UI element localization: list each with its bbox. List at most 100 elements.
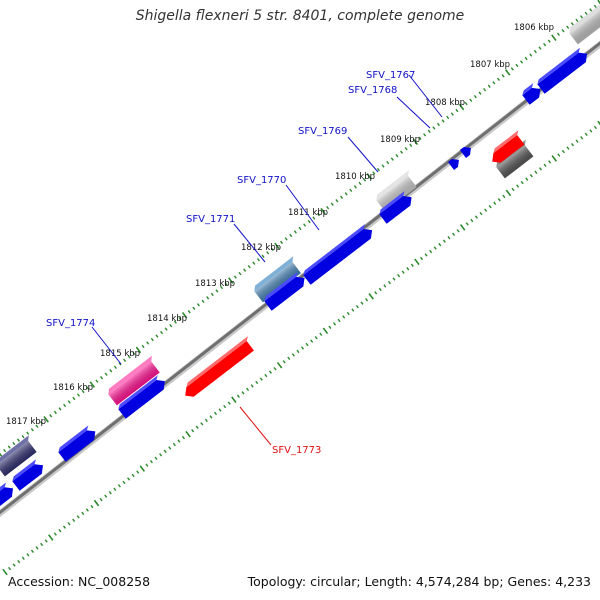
- gene-arrow-blue-1817[interactable]: [11, 458, 47, 491]
- outer-tick-minor: [312, 216, 316, 220]
- label-sfv-1770[interactable]: SFV_1770: [237, 175, 286, 186]
- outer-tick-minor: [575, 18, 579, 23]
- outer-tick-minor: [446, 115, 450, 120]
- outer-tick-minor: [423, 133, 427, 137]
- scale-label-1811: 1811 kbp: [288, 208, 328, 218]
- inner-tick-minor: [236, 394, 240, 398]
- outer-tick-minor: [432, 126, 436, 130]
- inner-tick-minor: [305, 342, 309, 347]
- label-sfv-1774[interactable]: SFV_1774: [46, 318, 95, 329]
- inner-tick-major: [459, 224, 466, 231]
- inner-tick-minor: [154, 456, 158, 460]
- scale-label-1815: 1815 kbp: [100, 349, 140, 359]
- gene-arrow-sfv-1773[interactable]: [180, 336, 257, 400]
- inner-tick-major: [597, 120, 600, 126]
- label-sfv-1771[interactable]: SFV_1771: [186, 214, 235, 225]
- gene-arrow-blue-2[interactable]: [536, 47, 591, 94]
- inner-tick-major: [139, 465, 146, 472]
- inner-tick-minor: [159, 453, 163, 457]
- label-sfv-1769[interactable]: SFV_1769: [298, 126, 347, 137]
- outer-tick-minor: [76, 393, 80, 397]
- gene-arrow-blue-1810[interactable]: [378, 190, 416, 224]
- outer-tick-minor: [155, 334, 159, 338]
- inner-tick-minor: [319, 332, 323, 336]
- inner-tick-minor: [149, 460, 153, 464]
- inner-tick-minor: [214, 411, 218, 416]
- inner-tick-minor: [465, 222, 469, 226]
- inner-tick-major: [93, 499, 100, 507]
- label-sfv-1767[interactable]: SFV_1767: [366, 70, 415, 81]
- gene-arrow-blue-1815[interactable]: [117, 374, 169, 419]
- outer-tick-minor: [40, 421, 44, 425]
- scale-label-1812: 1812 kbp: [241, 243, 281, 253]
- inner-tick-minor: [145, 463, 149, 467]
- inner-tick-minor: [520, 180, 524, 185]
- gene-block-sfv-1771[interactable]: [252, 256, 304, 303]
- outer-tick-minor: [340, 195, 344, 199]
- gene-arrow-blue-1816[interactable]: [57, 424, 99, 462]
- outer-tick-minor: [63, 403, 67, 408]
- outer-tick-minor: [390, 157, 394, 161]
- outer-tick-minor: [160, 330, 164, 335]
- outer-tick-minor: [49, 414, 53, 418]
- outer-tick-minor: [353, 185, 357, 189]
- inner-tick-minor: [442, 239, 446, 243]
- inner-tick-minor: [163, 449, 167, 454]
- accession-text: Accession: NC_008258: [8, 574, 151, 589]
- gene-block-navy-left[interactable]: [0, 435, 40, 477]
- inner-tick-minor: [62, 525, 67, 529]
- gene-arrow-blue-edge[interactable]: [0, 481, 17, 508]
- outer-tick-major: [366, 173, 372, 180]
- outer-tick-minor: [26, 431, 30, 435]
- inner-tick-minor: [40, 542, 44, 547]
- gene-block-sfv-1774[interactable]: [106, 355, 163, 406]
- outer-tick-minor: [372, 171, 376, 175]
- gene-arrow-sfv-1768[interactable]: [447, 156, 462, 170]
- gene-arrow-sfv-1767[interactable]: [459, 144, 474, 158]
- outer-tick-minor: [141, 344, 145, 349]
- inner-tick-minor: [172, 442, 176, 447]
- label-sfv-1773[interactable]: SFV_1773: [272, 445, 321, 456]
- outer-tick-minor: [404, 147, 408, 151]
- gene-arrow-blue-1[interactable]: [521, 82, 544, 105]
- outer-tick-minor: [224, 282, 228, 286]
- inner-tick-minor: [406, 267, 410, 271]
- outer-tick-minor: [169, 323, 173, 328]
- inner-tick-minor: [360, 301, 364, 305]
- gene-features: [0, 3, 600, 508]
- inner-tick-minor: [543, 163, 547, 168]
- outer-tick-minor: [220, 285, 224, 290]
- inner-tick-minor: [72, 518, 76, 523]
- scale-label-1814: 1814 kbp: [147, 314, 187, 324]
- gene-block-sfv-1769[interactable]: [374, 170, 420, 212]
- outer-tick-minor: [436, 122, 440, 127]
- inner-tick-minor: [200, 422, 204, 426]
- inner-tick-minor: [383, 284, 387, 288]
- outer-tick-minor: [363, 178, 367, 182]
- gene-arrow-sfv-1770[interactable]: [302, 223, 376, 285]
- inner-tick-minor: [538, 167, 543, 171]
- outer-tick-minor: [524, 56, 528, 61]
- outer-tick-minor: [556, 32, 560, 36]
- inner-tick-minor: [424, 253, 428, 257]
- gene-arrow-blue-1813[interactable]: [263, 271, 309, 311]
- outer-tick-minor: [67, 400, 71, 404]
- outer-tick-minor: [298, 226, 302, 231]
- outer-tick-minor: [187, 310, 191, 314]
- outer-tick-minor: [381, 164, 385, 168]
- outer-tick-major: [551, 34, 557, 41]
- gene-arrow-red-upper[interactable]: [487, 130, 528, 166]
- inner-tick-minor: [484, 208, 488, 212]
- inner-tick-minor: [392, 277, 396, 281]
- inner-tick-minor: [209, 415, 213, 419]
- inner-tick-minor: [511, 187, 515, 192]
- inner-tick-minor: [310, 339, 314, 343]
- outer-tick-minor: [293, 230, 297, 234]
- inner-tick-minor: [300, 346, 305, 350]
- inner-tick-major: [48, 534, 54, 541]
- outer-tick-minor: [469, 98, 473, 102]
- inner-tick-minor: [566, 146, 570, 150]
- outer-tick-minor: [7, 445, 11, 449]
- label-sfv-1768[interactable]: SFV_1768: [348, 85, 397, 96]
